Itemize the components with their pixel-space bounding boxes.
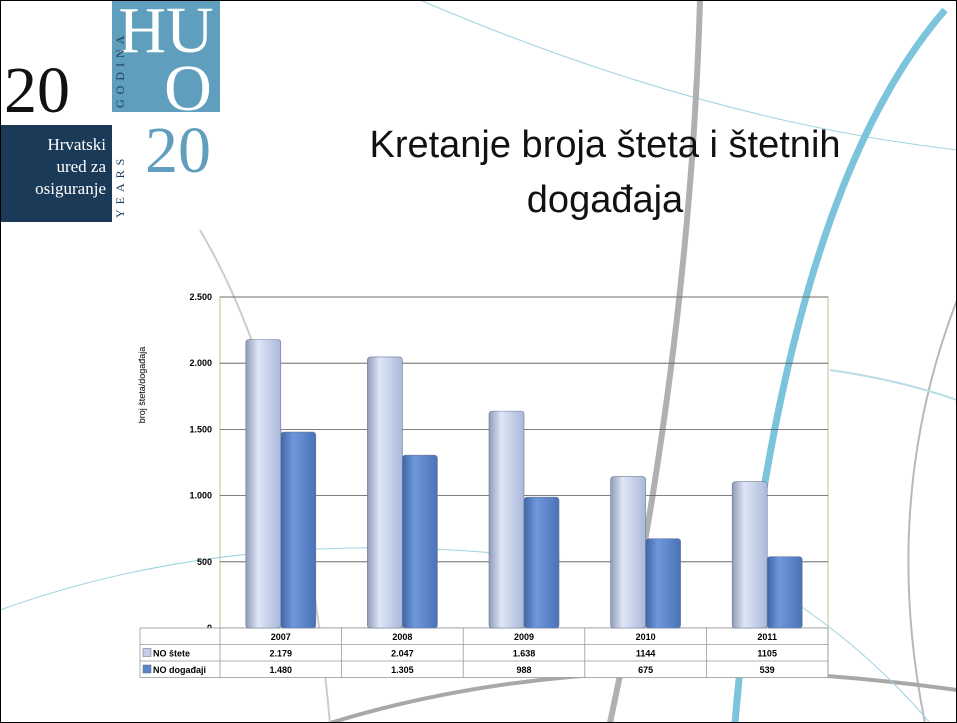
logo-text: osiguranje (35, 179, 106, 198)
chart-title: događaja (527, 179, 684, 221)
logo-mark: 20 (145, 114, 211, 187)
bar (645, 538, 681, 629)
logo-number: 20 (4, 54, 70, 127)
bar (280, 431, 317, 629)
bar (731, 481, 768, 629)
value-label: 675 (638, 665, 653, 675)
bar (523, 496, 560, 629)
value-label: 1105 (757, 649, 777, 659)
value-label: 2.047 (391, 649, 414, 659)
value-label: 2.179 (270, 649, 293, 659)
legend-label: NO događaji (153, 665, 206, 675)
value-label: 1.305 (391, 665, 414, 675)
value-label: 1.638 (513, 649, 536, 659)
logo-square (112, 0, 220, 112)
bar (766, 556, 803, 629)
legend-label: NO štete (153, 649, 190, 659)
y-axis-label: broj šteta/događaja (137, 347, 147, 424)
logo-text: ured za (56, 157, 106, 176)
logo-box (0, 125, 112, 222)
chart-title: Kretanje broja šteta i štetnih (369, 124, 840, 166)
x-tick-label: 2009 (514, 632, 534, 642)
y-tick-label: 1.000 (189, 491, 212, 501)
bar (245, 339, 282, 629)
value-label: 988 (516, 665, 531, 675)
bar (610, 476, 646, 629)
logo-text: Hrvatski (47, 135, 106, 154)
value-label: 539 (760, 665, 775, 675)
value-label: 1.480 (270, 665, 293, 675)
x-tick-label: 2007 (271, 632, 291, 642)
y-tick-label: 2.000 (189, 358, 212, 368)
legend-key (142, 664, 152, 674)
legend-key (142, 648, 152, 657)
logo-vertical: GODINA (113, 31, 127, 108)
bar (488, 410, 525, 629)
y-tick-label: 1.500 (189, 424, 212, 434)
logo-vertical: YEARS (113, 154, 127, 218)
data-table (139, 627, 829, 678)
bar (402, 454, 438, 629)
bar (367, 356, 403, 629)
x-tick-label: 2008 (392, 632, 412, 642)
value-label: 1144 (636, 649, 656, 659)
logo-mark: O (164, 52, 212, 125)
x-tick-label: 2010 (636, 632, 656, 642)
logo: HU O 20 20 Hrvatski ured za osiguranje G… (0, 0, 220, 222)
y-tick-label: 2.500 (189, 292, 212, 302)
y-tick-label: 500 (197, 557, 212, 567)
logo-mark: HU (118, 0, 213, 67)
x-tick-label: 2011 (757, 632, 777, 642)
